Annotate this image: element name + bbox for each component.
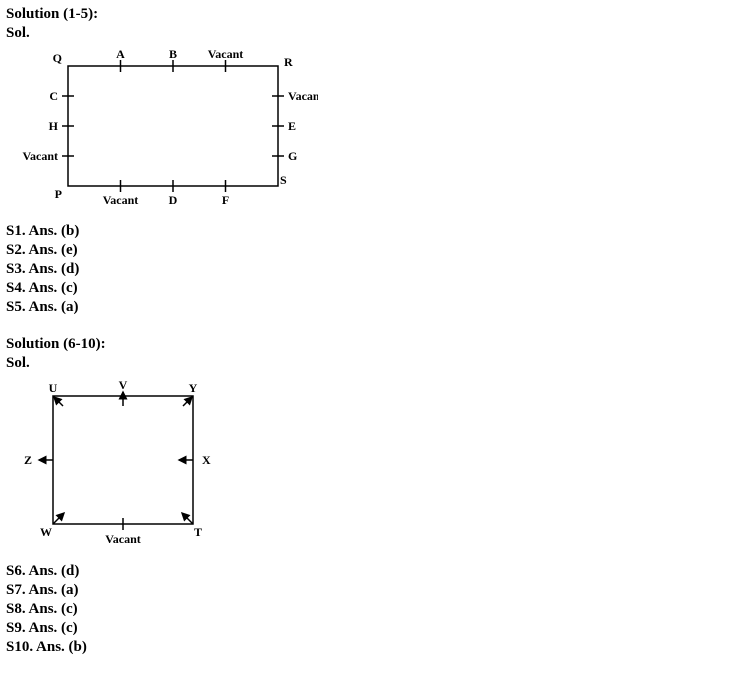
corner-P: P [55,187,62,201]
corner-T: T [194,525,202,539]
answer-s5: S5. Ans. (a) [6,299,725,316]
right-E: E [288,119,296,133]
answer-s3: S3. Ans. (d) [6,261,725,278]
right-Vacant: Vacant [288,89,318,103]
answer-s8: S8. Ans. (c) [6,601,725,618]
right-X: X [202,453,211,467]
top-B: B [169,48,177,61]
section1-heading: Solution (1-5): [6,6,725,23]
right-G: G [288,149,297,163]
answer-s6: S6. Ans. (d) [6,563,725,580]
diagram-1-svg: Q R P S A B Vacant Vacant E G C H Vacant… [18,48,318,208]
section2-heading: Solution (6-10): [6,336,725,353]
bottom-F: F [222,193,229,207]
bottom-Vacant: Vacant [103,193,139,207]
answer-s1: S1. Ans. (b) [6,223,725,240]
corner-Y: Y [189,381,198,395]
diagram-2: U Y W T V X Z Vacant [18,378,725,553]
top-Vacant: Vacant [208,48,244,61]
section2-sol: Sol. [6,355,725,372]
left-Vacant: Vacant [22,149,58,163]
answer-s2: S2. Ans. (e) [6,242,725,259]
answer-s9: S9. Ans. (c) [6,620,725,637]
answer-s10: S10. Ans. (b) [6,639,725,656]
diagram-2-svg: U Y W T V X Z Vacant [18,378,238,548]
corner-S: S [280,173,287,187]
section-spacer [6,318,725,336]
left-Z: Z [24,453,32,467]
top-A: A [116,48,125,61]
section1-sol: Sol. [6,25,725,42]
bottom-D: D [169,193,178,207]
answer-s7: S7. Ans. (a) [6,582,725,599]
bottom-Vacant2: Vacant [105,532,141,546]
diagram-1: Q R P S A B Vacant Vacant E G C H Vacant… [18,48,725,213]
corner-W: W [40,525,52,539]
corner-R: R [284,55,293,69]
left-H: H [49,119,59,133]
corner-Q: Q [53,51,62,65]
top-V: V [119,378,128,392]
corner-U: U [49,381,58,395]
answer-s4: S4. Ans. (c) [6,280,725,297]
left-C: C [49,89,58,103]
